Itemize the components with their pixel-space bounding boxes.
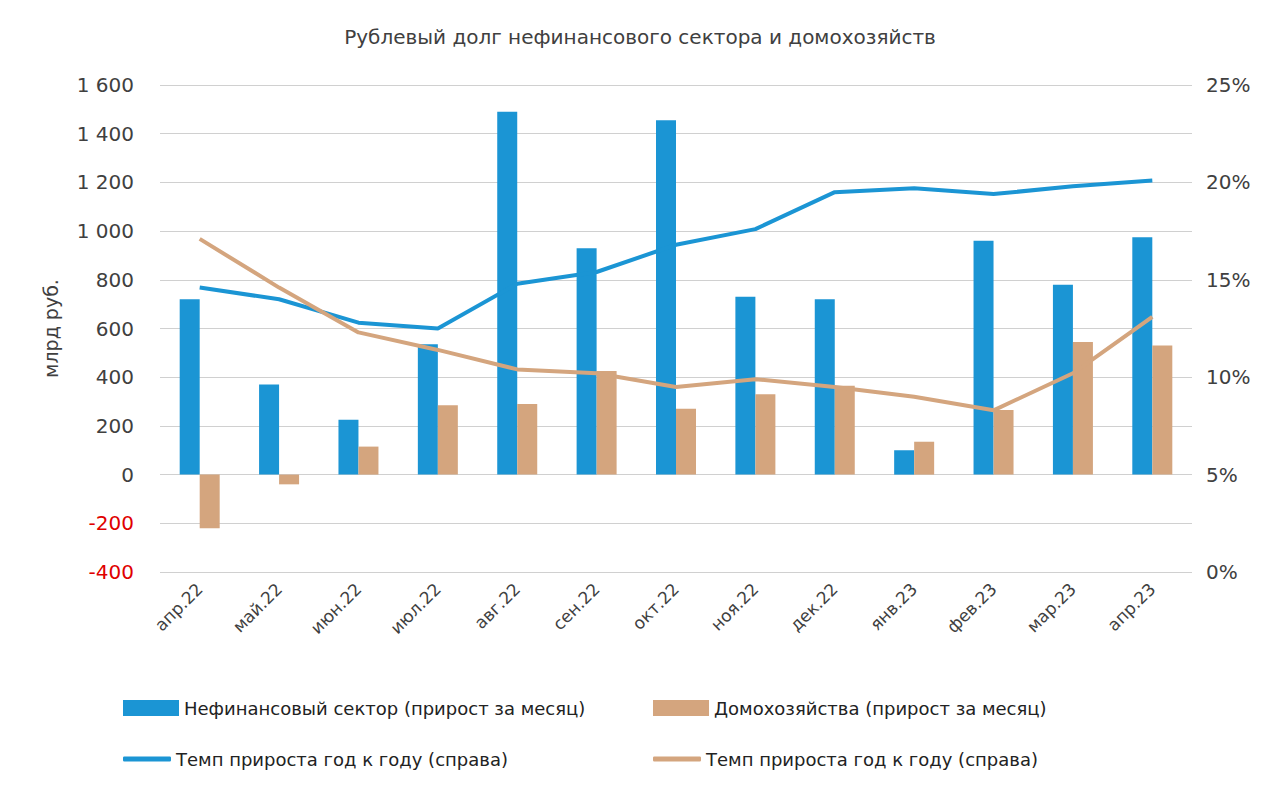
svg-text:Нефинансовый сектор (прирост з: Нефинансовый сектор (прирост за месяц) [184,698,585,719]
svg-text:15%: 15% [1206,268,1250,292]
svg-text:мар.23: мар.23 [1023,579,1080,636]
svg-text:0%: 0% [1206,560,1238,584]
svg-text:сен.22: сен.22 [549,579,604,634]
svg-text:5%: 5% [1206,463,1238,487]
svg-text:Рублевый долг нефинансового се: Рублевый долг нефинансового сектора и до… [344,25,936,49]
svg-text:Темп прироста год к году (спра: Темп прироста год к году (справа) [705,749,1038,770]
svg-text:800: 800 [96,268,134,292]
svg-text:янв.23: янв.23 [866,579,921,634]
svg-text:дек.22: дек.22 [786,579,842,635]
svg-text:1 600: 1 600 [77,73,134,97]
svg-text:фев.23: фев.23 [943,579,1001,637]
svg-text:-200: -200 [89,511,134,535]
svg-text:Темп прироста год к году (спра: Темп прироста год к году (справа) [175,749,508,770]
svg-text:600: 600 [96,317,134,341]
svg-text:400: 400 [96,365,134,389]
svg-text:апр.23: апр.23 [1103,579,1159,635]
svg-text:200: 200 [96,414,134,438]
svg-text:-400: -400 [89,560,134,584]
svg-text:июн.22: июн.22 [307,579,366,638]
svg-text:1 200: 1 200 [77,170,134,194]
svg-text:окт.22: окт.22 [628,579,683,634]
svg-text:май.22: май.22 [229,579,286,636]
svg-text:1 400: 1 400 [77,122,134,146]
svg-text:Домохозяйства (прирост за меся: Домохозяйства (прирост за месяц) [714,698,1047,719]
svg-text:млрд руб.: млрд руб. [40,279,62,378]
svg-text:июл.22: июл.22 [386,579,445,638]
svg-text:0: 0 [121,463,134,487]
svg-text:1 000: 1 000 [77,219,134,243]
svg-text:апр.22: апр.22 [151,579,207,635]
svg-text:10%: 10% [1206,365,1250,389]
svg-text:20%: 20% [1206,170,1250,194]
svg-text:ноя.22: ноя.22 [707,579,763,635]
svg-text:авг.22: авг.22 [470,579,524,633]
svg-text:25%: 25% [1206,73,1250,97]
